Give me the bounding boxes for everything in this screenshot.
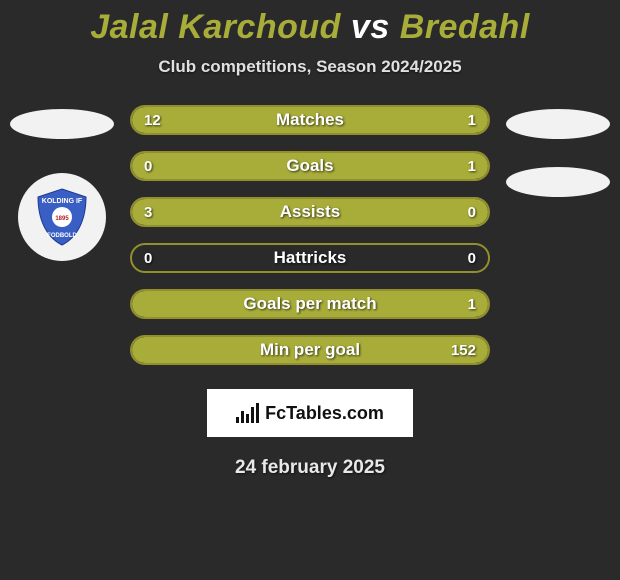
stat-label: Min per goal [132, 340, 488, 360]
brand-text: FcTables.com [265, 403, 384, 424]
subtitle: Club competitions, Season 2024/2025 [0, 57, 620, 77]
player1-flag-placeholder [10, 109, 114, 139]
stat-bar-hattricks: 00Hattricks [130, 243, 490, 273]
player1-club-badge: KOLDING IF 1895 FODBOLD [18, 173, 106, 261]
player2-club-placeholder [506, 167, 610, 197]
player2-flag-placeholder [506, 109, 610, 139]
stat-bar-assists: 30Assists [130, 197, 490, 227]
stat-bars: 121Matches 01Goals 30Assists 00Hattricks 1Go… [130, 105, 490, 365]
brand-box: FcTables.com [207, 389, 413, 437]
date-text: 24 february 2025 [0, 457, 620, 479]
left-side: KOLDING IF 1895 FODBOLD [6, 105, 118, 261]
svg-text:1895: 1895 [55, 216, 69, 222]
stat-bar-matches: 121Matches [130, 105, 490, 135]
right-side [502, 105, 614, 197]
player2-name: Bredahl [400, 8, 530, 46]
stat-label: Assists [132, 202, 488, 222]
title-vs: vs [351, 8, 390, 46]
stat-label: Goals per match [132, 294, 488, 314]
stat-bar-goals: 01Goals [130, 151, 490, 181]
stat-label: Goals [132, 156, 488, 176]
brand-icon [236, 403, 259, 423]
stat-label: Matches [132, 110, 488, 130]
svg-text:FODBOLD: FODBOLD [47, 233, 77, 239]
comparison-title: Jalal Karchoud vs Bredahl [0, 8, 620, 47]
svg-text:KOLDING IF: KOLDING IF [42, 198, 83, 205]
stat-bar-goals-per-match: 1Goals per match [130, 289, 490, 319]
player1-name: Jalal Karchoud [90, 8, 341, 46]
stat-bar-min-per-goal: 152Min per goal [130, 335, 490, 365]
stat-label: Hattricks [132, 248, 488, 268]
shield-icon: KOLDING IF 1895 FODBOLD [28, 183, 96, 251]
